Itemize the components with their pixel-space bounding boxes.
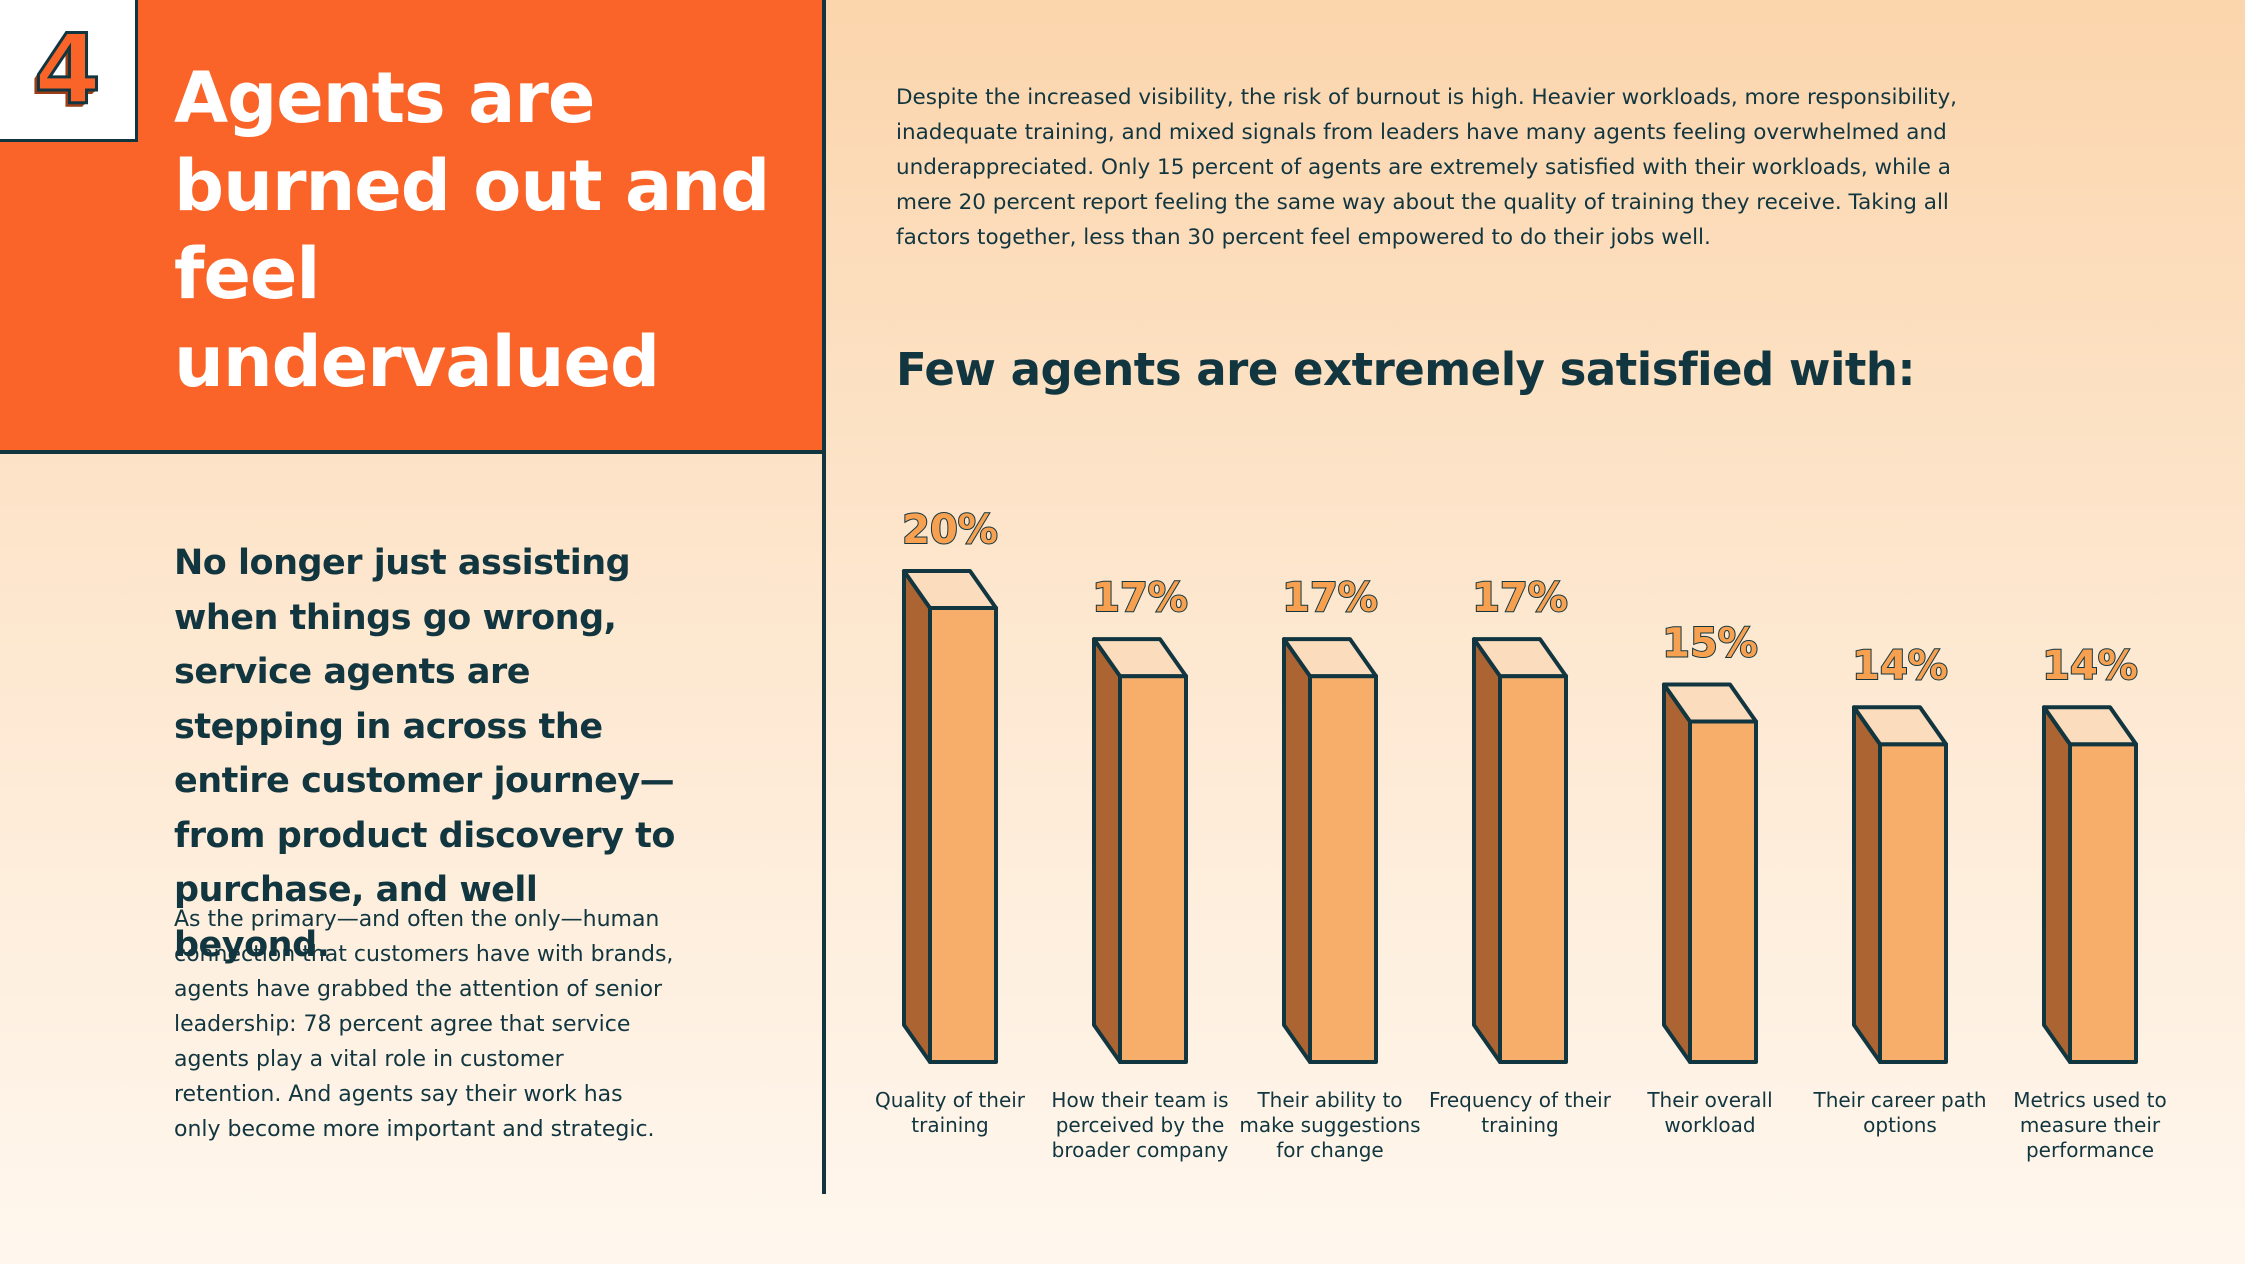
bar-side-1 (1092, 637, 1122, 1064)
category-label-3: Frequency of their training (1429, 1088, 1611, 1137)
category-label-4: Their overall workload (1647, 1088, 1773, 1137)
bar-3 (1498, 674, 1568, 1064)
bar-0 (928, 606, 998, 1064)
bar-top-2 (1282, 637, 1378, 679)
subhead: No longer just assisting when things go … (174, 543, 675, 965)
vertical-divider (822, 0, 826, 1194)
bar-1 (1118, 674, 1188, 1064)
section-number: 4 (33, 13, 103, 126)
chart-title: Few agents are extremely satisfied with: (896, 343, 1915, 396)
value-label-1: 17% (1092, 575, 1188, 621)
bar-top-5 (1852, 705, 1948, 747)
bar-6 (2068, 742, 2138, 1064)
bar-top-3 (1472, 637, 1568, 679)
bar-top-1 (1092, 637, 1188, 679)
bar-5 (1878, 742, 1948, 1064)
bar-side-4 (1662, 682, 1692, 1064)
category-label-6: Metrics used to measure their performanc… (2013, 1088, 2167, 1162)
value-label-4: 15% (1662, 621, 1758, 667)
bar-top-6 (2042, 705, 2138, 747)
value-label-2: 17% (1282, 575, 1378, 621)
horizontal-divider (0, 450, 826, 454)
bar-side-5 (1852, 705, 1882, 1064)
page-title: Agents are burned out and feel undervalu… (174, 57, 770, 403)
section-number-badge: 4 (0, 0, 138, 142)
bar-2 (1308, 674, 1378, 1064)
category-label-2: Their ability to make suggestions for ch… (1239, 1088, 1421, 1162)
value-label-5: 14% (1852, 643, 1948, 689)
value-label-3: 17% (1472, 575, 1568, 621)
bar-side-6 (2042, 705, 2072, 1064)
value-label-6: 14% (2042, 643, 2138, 689)
category-label-0: Quality of their training (874, 1088, 1026, 1137)
bar-top-4 (1662, 682, 1758, 724)
bar-side-0 (902, 569, 932, 1064)
bar-4 (1688, 719, 1758, 1064)
bar-top-0 (902, 569, 998, 610)
category-label-1: How their team is perceived by the broad… (1051, 1088, 1229, 1162)
intro-text: Despite the increased visibility, the ri… (896, 85, 1958, 250)
category-label-5: Their career path options (1813, 1088, 1987, 1137)
bar-side-3 (1472, 637, 1502, 1064)
body-text: As the primary—and often the only—human … (174, 907, 674, 1142)
bar-side-2 (1282, 637, 1312, 1064)
value-label-0: 20% (902, 507, 998, 553)
